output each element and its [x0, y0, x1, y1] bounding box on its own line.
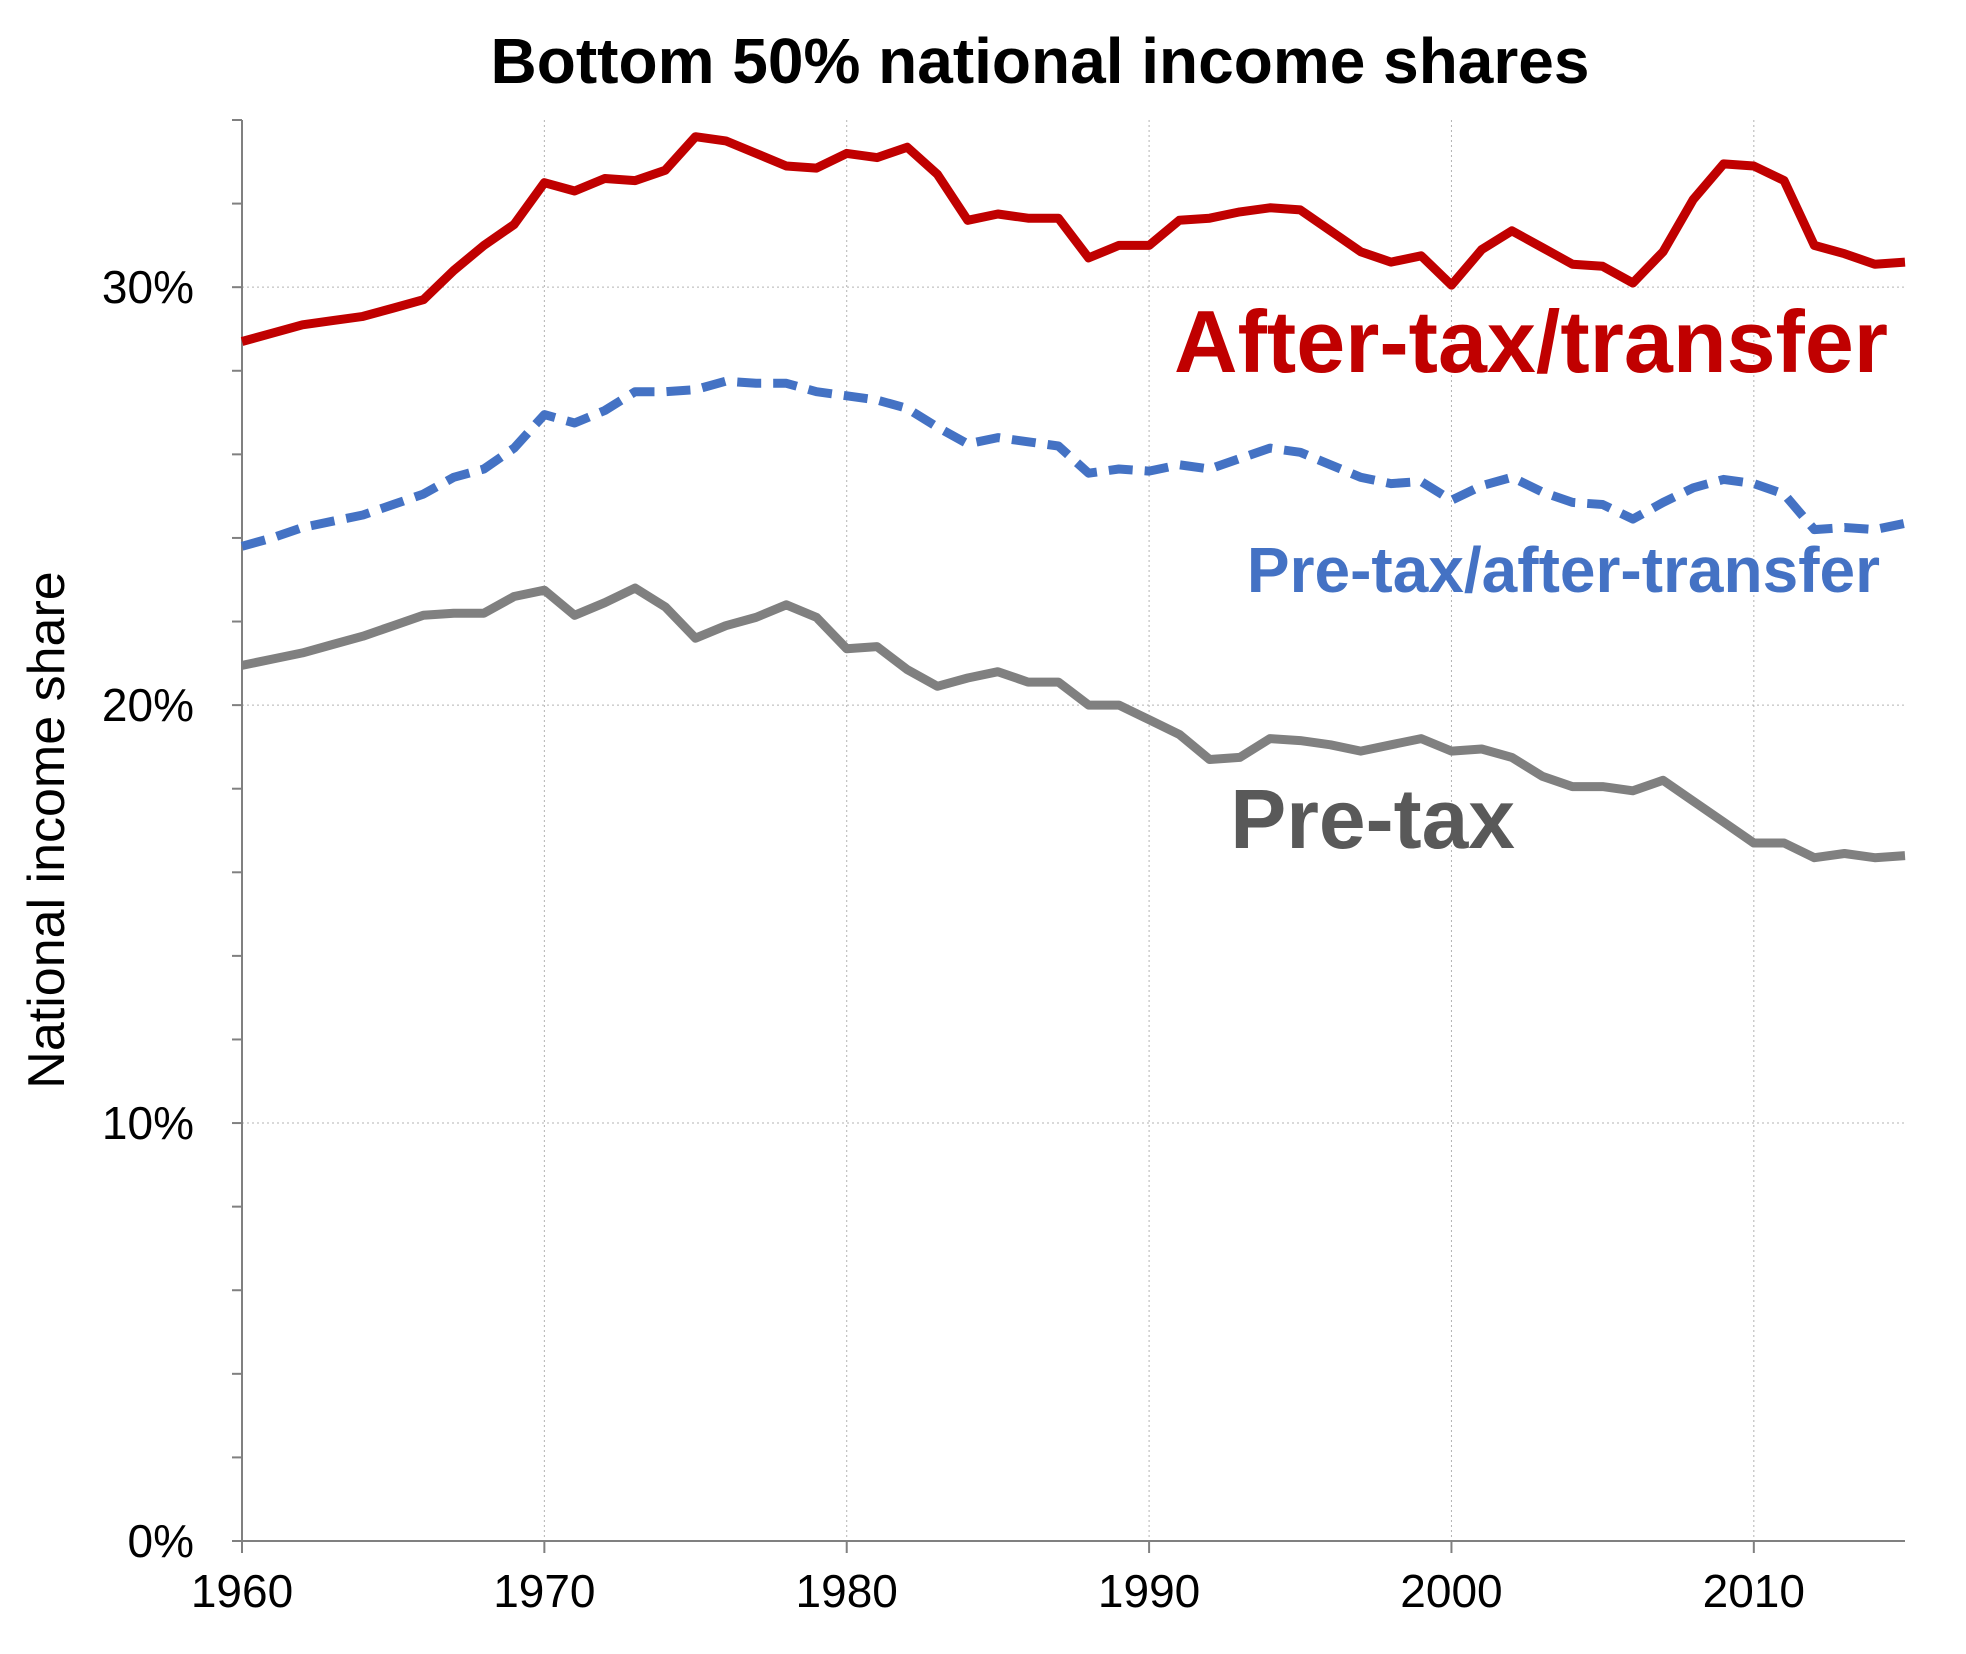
series-line-after-tax-transfer	[240, 132, 1906, 346]
series-label-after-tax-transfer: After-tax/transfer	[1174, 292, 1888, 391]
x-tick-label: 2010	[1703, 1565, 1805, 1617]
axes: 0% 10% 20% 30% 1960 1970 1980 1990 2000 2010	[102, 119, 1905, 1617]
series-labels: After-tax/transfer Pre-tax/after-transfer…	[1174, 292, 1888, 866]
y-tick-label: 0%	[128, 1515, 194, 1567]
series-label-pre-tax-after-transfer: Pre-tax/after-transfer	[1247, 534, 1880, 606]
x-tick-label: 1960	[191, 1565, 293, 1617]
y-tick-label: 30%	[102, 261, 194, 313]
x-tick-label: 2000	[1400, 1565, 1502, 1617]
y-tick-label: 10%	[102, 1097, 194, 1149]
y-tick-label: 20%	[102, 679, 194, 731]
x-tick-label: 1980	[796, 1565, 898, 1617]
grid-lines	[242, 120, 1905, 1541]
series-line-pre-tax-after-transfer	[240, 376, 1906, 551]
x-tick-label: 1970	[493, 1565, 595, 1617]
y-axis-label: National income share	[18, 571, 76, 1088]
x-tick-label: 1990	[1098, 1565, 1200, 1617]
chart-title: Bottom 50% national income shares	[491, 25, 1590, 97]
series-line-pre-tax	[241, 583, 1906, 863]
series-lines	[240, 132, 1906, 863]
series-label-pre-tax: Pre-tax	[1230, 772, 1515, 866]
